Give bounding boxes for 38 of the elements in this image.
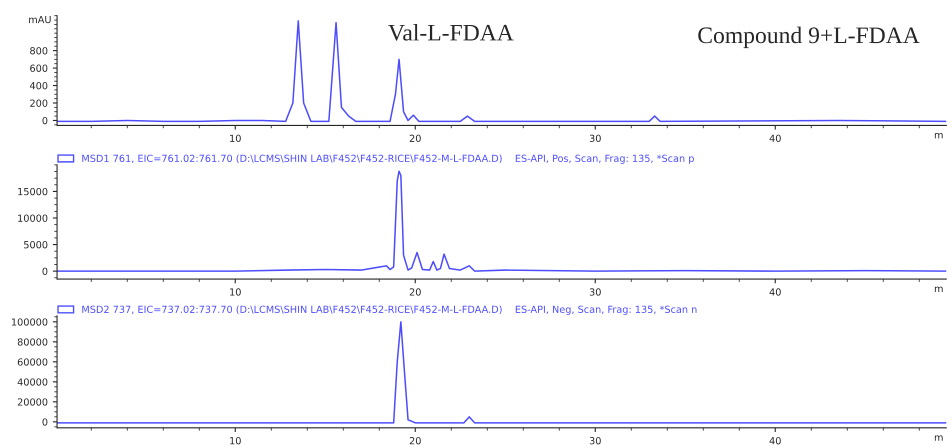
y-tick-label: 5000 [24, 241, 48, 248]
x-axis-title: m [934, 132, 943, 138]
x-tick-label: 30 [590, 134, 601, 142]
x-tick-label: 20 [410, 134, 421, 142]
x-axis-title: m [934, 286, 943, 292]
x-tick-label: 40 [770, 437, 781, 444]
x-tick-label: 40 [770, 288, 781, 296]
x-axis-title: m [934, 435, 943, 441]
annotation: Val-L-FDAA [388, 24, 514, 41]
annotation: Compound 9+L-FDAA [698, 26, 920, 48]
y-tick-label: 0 [42, 418, 48, 426]
y-tick-label: 800 [30, 47, 48, 54]
y-tick-label: 200 [30, 99, 48, 107]
line-series [57, 170, 946, 272]
x-tick-label: 10 [230, 134, 241, 142]
x-tick-label: 10 [230, 288, 241, 296]
line-series [57, 20, 946, 122]
x-tick-label: 30 [590, 288, 601, 296]
y-tick-label: 10000 [18, 214, 48, 222]
x-tick-label: 20 [410, 437, 421, 444]
y-tick-label: 400 [30, 82, 48, 90]
y-tick-label: 20000 [18, 398, 48, 406]
y-tick-label: 40000 [18, 378, 48, 386]
legend-label: MSD2 737, EIC=737.02:737.70 (D:\LCMS\SHIN LAB\F452\F452-RICE\F452-M-L-FDAA.D) ES-API, Neg, Scan, Frag: 135, *Scan n [82, 305, 696, 315]
x-tick-label: 10 [230, 437, 241, 444]
y-axis-title: mAU [29, 16, 51, 24]
y-tick-label: 80000 [18, 338, 48, 346]
y-tick-label: 15000 [18, 188, 48, 196]
x-tick-label: 40 [770, 134, 781, 142]
legend-label: MSD1 761, EIC=761.02:761.70 (D:\LCMS\SHIN LAB\F452\F452-RICE\F452-M-L-FDAA.D) ES-API, Pos, Scan, Frag: 135, *Scan p [82, 154, 694, 164]
y-tick-label: 600 [30, 64, 48, 72]
y-tick-label: 100000 [12, 318, 48, 326]
y-tick-label: 0 [42, 116, 48, 124]
x-tick-label: 20 [410, 288, 421, 296]
y-tick-label: 0 [42, 268, 48, 275]
x-tick-label: 30 [590, 437, 601, 444]
y-tick-label: 60000 [18, 358, 48, 366]
line-series [57, 321, 946, 424]
